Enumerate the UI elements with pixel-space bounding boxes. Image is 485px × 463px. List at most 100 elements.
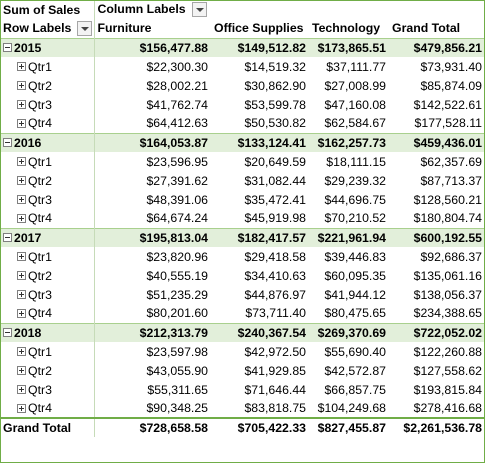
collapse-minus-icon[interactable] (3, 43, 12, 53)
collapse-minus-icon[interactable] (3, 328, 12, 338)
row-label-text: 2015 (14, 40, 42, 55)
row-label-wrap: Qtr1 (3, 250, 91, 264)
quarter-value-grand-total: $122,260.88 (413, 344, 483, 359)
quarter-label[interactable]: Qtr1 (0, 342, 95, 361)
row-label-text: 2016 (14, 135, 42, 150)
quarter-value-furniture: $64,674.24 (146, 211, 208, 226)
quarter-value-furniture: $43,055.90 (146, 363, 208, 378)
quarter-label[interactable]: Qtr3 (0, 380, 95, 399)
quarter-value-grand-total: $142,522.61 (413, 97, 483, 112)
row-label-text: Qtr2 (28, 173, 52, 188)
row-label-text: 2018 (14, 325, 42, 340)
expand-plus-icon[interactable] (17, 347, 26, 356)
row-label-wrap: Qtr3 (3, 288, 91, 302)
year-total-furniture: $212,313.79 (94, 322, 211, 342)
year-total-furniture: $164,053.87 (94, 132, 211, 152)
row-label-wrap: 2016 (3, 136, 91, 150)
quarter-value-office-supplies: $71,646.44 (244, 382, 306, 397)
row-label-wrap: Qtr4 (3, 211, 91, 225)
row-label-wrap: Qtr3 (3, 193, 91, 207)
quarter-value-office-supplies: $29,418.58 (244, 249, 306, 264)
expand-plus-icon[interactable] (17, 308, 26, 318)
column-header-grand-total[interactable]: Grand Total (392, 21, 461, 36)
year-total-office-supplies: $133,124.41 (211, 132, 309, 152)
row-label-text: Qtr3 (28, 97, 52, 112)
quarter-label[interactable]: Qtr2 (0, 266, 95, 285)
quarter-value-grand-total: $62,357.69 (420, 154, 483, 169)
row-labels-filter-icon[interactable] (77, 20, 93, 36)
year-total-office-supplies: $182,417.57 (211, 227, 309, 247)
quarter-value-furniture: $80,201.60 (146, 306, 208, 321)
quarter-value-technology: $55,690.40 (324, 344, 386, 359)
row-label-wrap: Qtr1 (3, 60, 91, 74)
grand-total-furniture: $728,658.58 (94, 417, 211, 437)
expand-plus-icon[interactable] (17, 403, 26, 413)
year-label[interactable]: 2015 (0, 37, 95, 57)
quarter-value-office-supplies: $34,410.63 (244, 268, 306, 283)
quarter-label[interactable]: Qtr3 (0, 285, 95, 304)
expand-plus-icon[interactable] (17, 62, 26, 71)
expand-plus-icon[interactable] (17, 213, 26, 223)
quarter-label[interactable]: Qtr1 (0, 247, 95, 266)
quarter-value-office-supplies: $73,711.40 (245, 306, 306, 321)
quarter-label[interactable]: Qtr2 (0, 171, 95, 190)
expand-plus-icon[interactable] (17, 366, 26, 375)
row-label-wrap: Qtr2 (3, 79, 91, 93)
quarter-label[interactable]: Qtr4 (0, 114, 95, 133)
quarter-label[interactable]: Qtr2 (0, 76, 95, 95)
quarter-value-office-supplies: $53,599.78 (244, 97, 306, 112)
expand-plus-icon[interactable] (17, 118, 26, 128)
expand-plus-icon[interactable] (17, 271, 26, 280)
quarter-label[interactable]: Qtr4 (0, 209, 95, 228)
quarter-label[interactable]: Qtr1 (0, 57, 95, 76)
expand-plus-icon[interactable] (17, 385, 26, 394)
quarter-value-grand-total: $135,061.16 (413, 268, 483, 283)
quarter-label[interactable]: Qtr2 (0, 361, 95, 380)
year-label[interactable]: 2018 (0, 322, 95, 342)
quarter-value-office-supplies: $20,649.59 (244, 154, 306, 169)
expand-plus-icon[interactable] (17, 176, 26, 185)
column-labels-filter-icon[interactable] (191, 2, 207, 18)
year-row-2018: 2018 $212,313.79 $240,367.54 $269,370.69 $72… (0, 322, 485, 342)
year-label[interactable]: 2017 (0, 227, 95, 247)
collapse-minus-icon[interactable] (3, 138, 12, 148)
expand-plus-icon[interactable] (17, 195, 26, 204)
row-label-wrap: Qtr4 (3, 116, 91, 130)
quarter-row: Qtr2 $28,002.21 $30,862.90 $27,008.99 $85,87… (0, 76, 485, 95)
row-label-wrap: Qtr2 (3, 364, 91, 378)
quarter-label[interactable]: Qtr1 (0, 152, 95, 171)
year-total-grand-total: $600,192.55 (389, 227, 485, 247)
quarter-value-office-supplies: $41,929.85 (244, 363, 306, 378)
quarter-value-technology: $104,249.68 (317, 401, 386, 415)
quarter-label[interactable]: Qtr3 (0, 190, 95, 209)
collapse-minus-icon[interactable] (3, 233, 12, 243)
row-label-wrap: Qtr2 (3, 174, 91, 188)
quarter-value-office-supplies: $42,972.50 (244, 344, 306, 359)
row-label-text: Qtr3 (28, 382, 52, 397)
expand-plus-icon[interactable] (17, 252, 26, 261)
quarter-label[interactable]: Qtr4 (0, 304, 95, 323)
quarter-value-technology: $39,446.83 (324, 249, 386, 264)
quarter-label[interactable]: Qtr3 (0, 95, 95, 114)
expand-plus-icon[interactable] (17, 100, 26, 109)
quarter-label[interactable]: Qtr4 (0, 399, 95, 418)
row-labels-header[interactable]: Row Labels (0, 19, 95, 38)
year-total-technology: $173,865.51 (309, 37, 389, 57)
grand-total-office-supplies: $705,422.33 (211, 417, 309, 437)
quarter-row: Qtr3 $51,235.29 $44,876.97 $41,944.12 $138,0… (0, 285, 485, 304)
expand-plus-icon[interactable] (17, 157, 26, 166)
year-total-grand-total: $722,052.02 (389, 322, 485, 342)
year-total-technology: $269,370.69 (309, 322, 389, 342)
expand-plus-icon[interactable] (17, 290, 26, 299)
expand-plus-icon[interactable] (17, 81, 26, 90)
quarter-value-furniture: $27,391.62 (146, 173, 208, 188)
column-header-office-supplies[interactable]: Office Supplies (214, 21, 304, 36)
year-label[interactable]: 2016 (0, 132, 95, 152)
column-header-technology[interactable]: Technology (312, 21, 381, 36)
value-field-label: Sum of Sales (0, 0, 95, 19)
quarter-value-technology: $60,095.35 (324, 268, 386, 283)
quarter-row: Qtr1 $23,820.96 $29,418.58 $39,446.83 $92,68… (0, 247, 485, 266)
header-row-1: Sum of Sales Column Labels (0, 0, 485, 19)
column-header-furniture[interactable]: Furniture (97, 21, 152, 36)
column-labels-header[interactable]: Column Labels (94, 0, 485, 19)
